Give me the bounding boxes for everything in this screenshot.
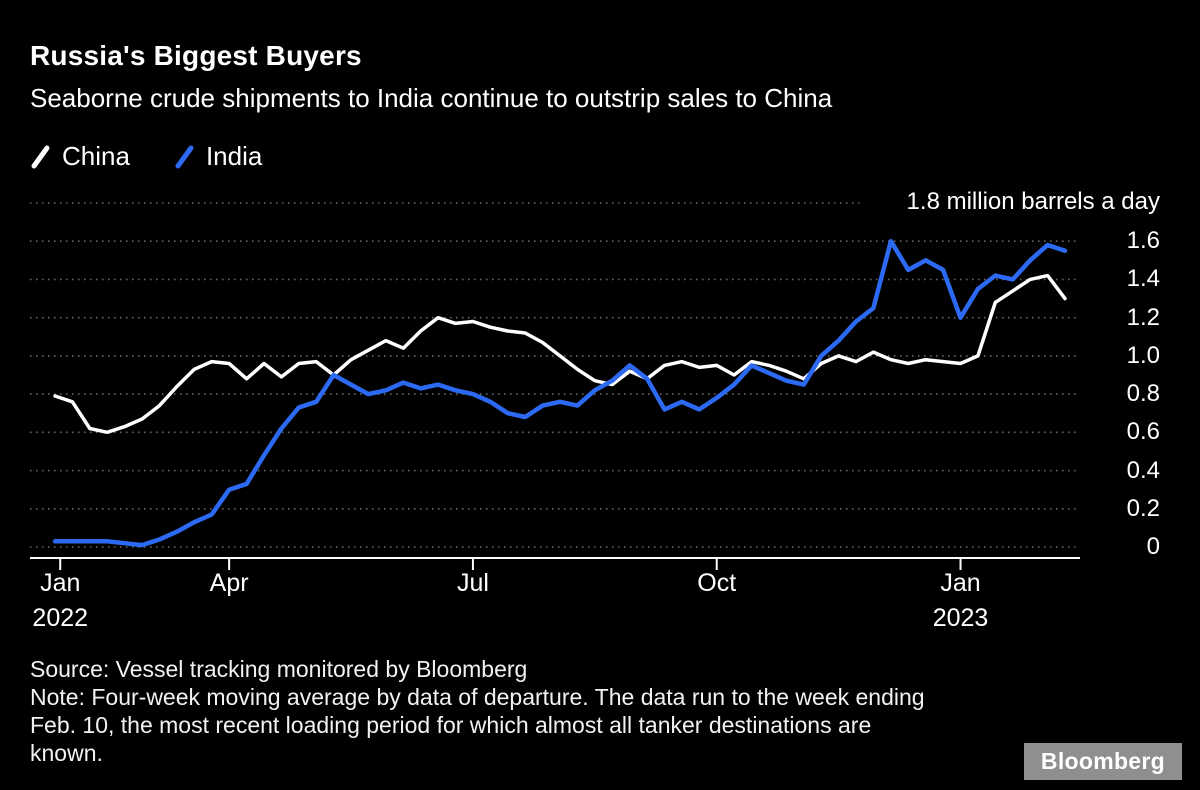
china-line-swatch-icon bbox=[31, 145, 50, 168]
x-tick-year: 2022 bbox=[32, 604, 89, 632]
legend: China India bbox=[30, 141, 262, 172]
source-line: Source: Vessel tracking monitored by Blo… bbox=[30, 656, 528, 682]
y-axis-unit-label: 1.8 million barrels a day bbox=[906, 188, 1160, 215]
y-tick-label: 0 bbox=[1146, 533, 1160, 560]
legend-item-india: India bbox=[174, 141, 262, 172]
y-tick-label: 0.8 bbox=[1126, 380, 1160, 408]
x-tick-label: Jul bbox=[403, 568, 543, 598]
x-tick-label: Apr bbox=[159, 568, 299, 598]
y-axis-labels: 0 0.2 0.4 0.6 0.8 1.0 1.2 1.4 1.6 bbox=[1090, 0, 1160, 620]
india-line-swatch-icon bbox=[175, 145, 194, 168]
y-tick-label: 1.4 bbox=[1126, 265, 1160, 293]
y-tick-label: 0.6 bbox=[1126, 418, 1160, 446]
legend-label-china: China bbox=[62, 141, 130, 171]
y-tick-label: 0.2 bbox=[1126, 494, 1160, 522]
bloomberg-logo: Bloomberg bbox=[1023, 743, 1182, 780]
x-tick-month: Jan bbox=[40, 569, 81, 597]
legend-label-india: India bbox=[205, 141, 263, 171]
series-line-india bbox=[52, 238, 1068, 548]
y-tick-label: 1.6 bbox=[1126, 227, 1160, 255]
y-tick-label: 1.2 bbox=[1126, 303, 1160, 331]
note-line: Note: Four-week moving average by data o… bbox=[30, 684, 925, 766]
x-axis-labels: Jan 2022 Apr Jul Oct Jan 2023 bbox=[0, 568, 1200, 658]
x-tick-month: Jul bbox=[456, 569, 489, 597]
chart-subtitle: Seaborne crude shipments to India contin… bbox=[30, 83, 833, 113]
x-tick-month: Apr bbox=[209, 569, 249, 597]
x-tick-month: Jan bbox=[940, 569, 981, 597]
source-note-block: Source: Vessel tracking monitored by Blo… bbox=[30, 655, 930, 767]
x-tick-label: Oct bbox=[647, 568, 787, 598]
y-tick-label: 0.4 bbox=[1126, 456, 1160, 484]
chart-title: Russia's Biggest Buyers bbox=[30, 40, 362, 71]
x-tick-label: Jan 2023 bbox=[891, 568, 1031, 633]
series-line-china bbox=[53, 273, 1067, 435]
x-tick-month: Oct bbox=[697, 569, 737, 597]
legend-item-china: China bbox=[30, 141, 130, 172]
x-tick-label: Jan 2022 bbox=[0, 568, 130, 633]
x-tick-year: 2023 bbox=[932, 604, 989, 632]
y-tick-label: 1.0 bbox=[1126, 341, 1160, 369]
